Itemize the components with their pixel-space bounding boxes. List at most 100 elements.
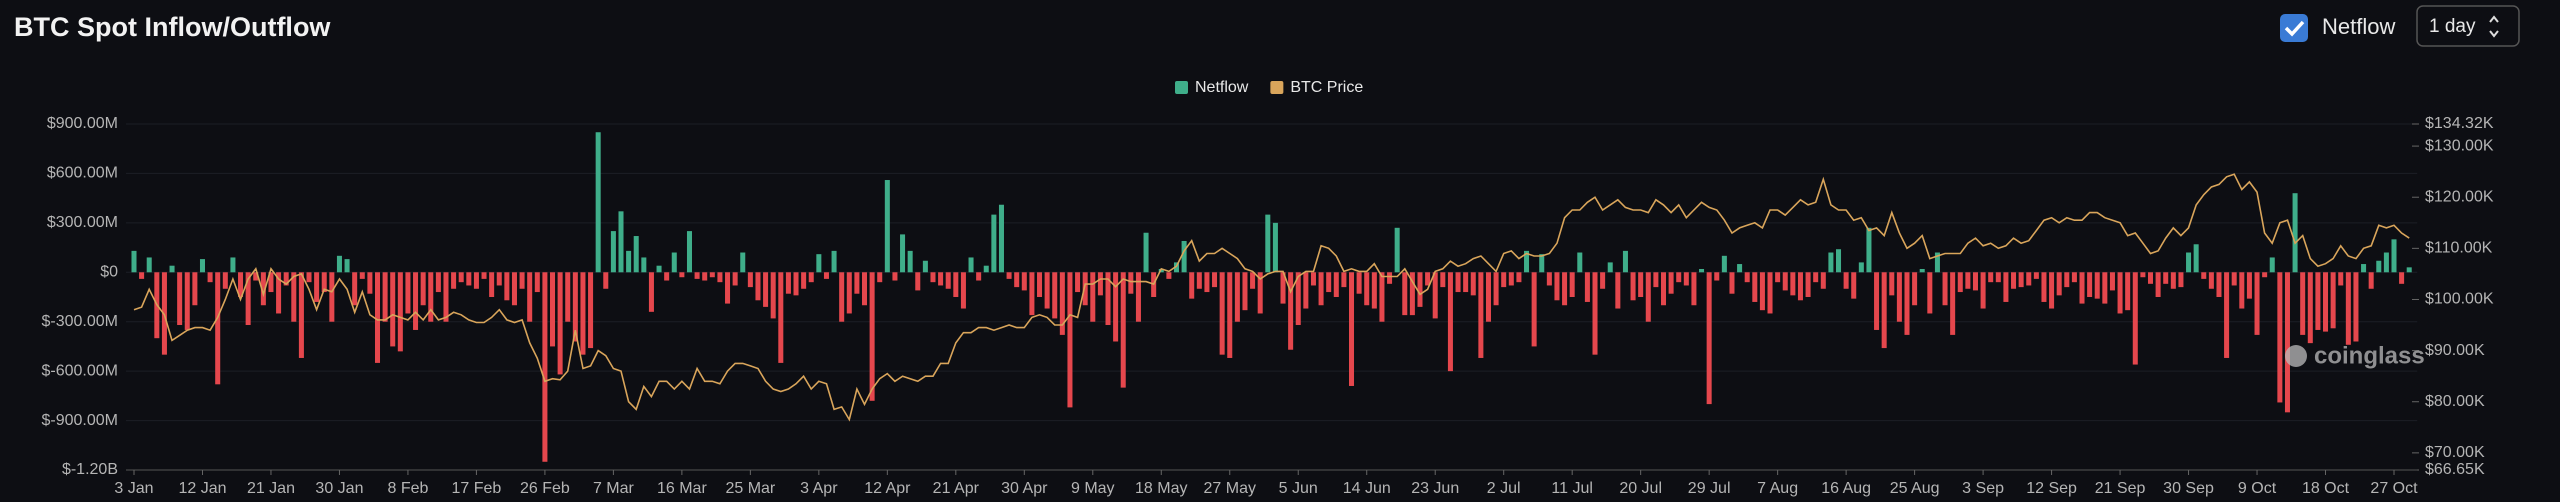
netflow-bar <box>1546 272 1552 286</box>
netflow-bar <box>671 252 677 273</box>
netflow-bar <box>504 272 510 301</box>
netflow-bar <box>2163 272 2169 284</box>
netflow-bar <box>1813 272 1819 283</box>
netflow-bar <box>1409 272 1415 316</box>
netflow-bar <box>1516 272 1522 283</box>
netflow-bar <box>664 272 670 281</box>
netflow-bar <box>2064 272 2070 288</box>
page-title: BTC Spot Inflow/Outflow <box>14 12 331 42</box>
interval-select[interactable]: 1 day <box>2416 5 2520 47</box>
netflow-bar <box>725 272 731 304</box>
netflow-bar <box>276 272 282 314</box>
netflow-bar <box>1600 272 1606 289</box>
netflow-bar <box>1257 272 1263 314</box>
x-tick-label: 2 Jul <box>1487 480 1521 497</box>
x-tick-label: 3 Sep <box>1962 480 2004 497</box>
netflow-bar <box>2049 272 2055 309</box>
y2-tick-label: $120.00K <box>2425 188 2494 205</box>
netflow-bar <box>1524 250 1530 273</box>
netflow-bar <box>572 272 578 342</box>
y-tick-label: $600.00M <box>47 165 118 182</box>
netflow-bar <box>2391 239 2397 273</box>
netflow-bar <box>2026 272 2032 286</box>
netflow-bar <box>367 272 373 294</box>
netflow-bar <box>1265 214 1271 273</box>
netflow-bar <box>2102 272 2108 304</box>
checkbox[interactable] <box>2280 14 2308 42</box>
netflow-bar <box>1242 272 1248 311</box>
netflow-bar <box>1333 272 1339 297</box>
netflow-bar <box>1234 272 1240 322</box>
netflow-bar <box>184 272 190 330</box>
netflow-bar <box>2125 272 2131 311</box>
netflow-bar <box>245 272 251 326</box>
netflow-bar <box>2330 272 2336 329</box>
netflow-bar <box>1714 272 1720 281</box>
netflow-bar <box>428 272 434 322</box>
netflow-bar <box>405 272 411 314</box>
netflow-bar <box>2140 272 2146 278</box>
x-tick-label: 12 Jan <box>178 480 226 497</box>
netflow-bar <box>1250 272 1256 289</box>
netflow-bar <box>656 265 662 273</box>
netflow-bar <box>2056 272 2062 296</box>
netflow-bar <box>938 272 944 286</box>
netflow-bar <box>1539 254 1545 273</box>
select-value[interactable]: 1 day <box>2429 16 2476 37</box>
netflow-bar <box>968 257 974 273</box>
netflow-bar <box>1622 250 1628 273</box>
netflow-bar <box>1950 272 1956 335</box>
netflow-bar <box>1874 272 1880 330</box>
netflow-bar <box>1204 272 1210 293</box>
netflow-bar <box>1797 272 1803 301</box>
netflow-bar <box>1980 272 1986 309</box>
netflow-bar <box>2033 272 2039 279</box>
netflow-bar <box>2254 272 2260 335</box>
netflow-bar <box>2231 272 2237 286</box>
netflow-bar <box>451 272 457 289</box>
netflow-bar <box>740 252 746 273</box>
netflow-bar <box>1021 272 1027 291</box>
netflow-bar <box>1737 264 1743 273</box>
netflow-bar <box>1379 272 1385 322</box>
netflow-bar <box>922 260 928 273</box>
netflow-bar <box>998 204 1004 273</box>
netflow-toggle[interactable]: Netflow <box>2280 14 2395 42</box>
netflow-bar <box>717 272 723 283</box>
y-tick-label: $0 <box>100 264 118 281</box>
netflow-bar <box>1744 272 1750 283</box>
netflow-bar <box>2186 252 2192 273</box>
netflow-bar <box>854 272 860 294</box>
x-tick-label: 14 Jun <box>1343 480 1391 497</box>
netflow-bar <box>2094 272 2100 299</box>
check-mark <box>2284 20 2305 37</box>
legend-label: BTC Price <box>1290 79 1363 96</box>
netflow-bar <box>1288 272 1294 350</box>
netflow-bar <box>382 272 388 322</box>
netflow-bar <box>199 259 205 273</box>
netflow-bar <box>1447 272 1453 372</box>
netflow-bar <box>511 272 517 306</box>
netflow-bar <box>1554 272 1560 301</box>
x-tick-label: 3 Apr <box>800 480 838 497</box>
toggle-label[interactable]: Netflow <box>2322 14 2395 39</box>
netflow-bar <box>816 254 822 273</box>
x-tick-label: 16 Mar <box>657 480 707 497</box>
netflow-bar <box>565 272 571 322</box>
netflow-bar <box>2307 272 2313 344</box>
netflow-bar <box>930 272 936 283</box>
netflow-bar <box>359 272 365 279</box>
netflow-bar <box>291 272 297 322</box>
netflow-bar <box>131 250 137 273</box>
netflow-bar <box>633 236 639 273</box>
netflow-bar <box>2147 272 2154 284</box>
netflow-bar <box>801 272 807 289</box>
y2-tick-label: $110.00K <box>2425 240 2493 257</box>
netflow-bar <box>1881 272 1887 349</box>
netflow-bar <box>1843 272 1849 289</box>
netflow-bar <box>1280 272 1286 304</box>
y2-tick-label: $130.00K <box>2425 137 2494 154</box>
netflow-bar <box>397 272 403 352</box>
netflow-bar <box>1858 262 1864 273</box>
